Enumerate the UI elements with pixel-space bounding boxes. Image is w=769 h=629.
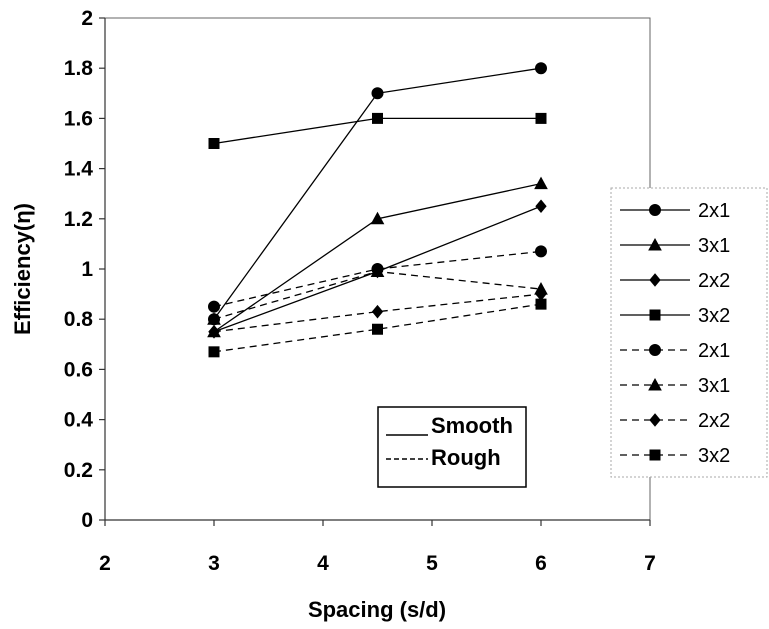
legend-marker xyxy=(649,273,661,287)
data-point-marker xyxy=(535,112,547,124)
series-rough-2x2 xyxy=(208,287,547,339)
y-tick-label: 1.8 xyxy=(64,57,94,80)
y-tick-label: 0.8 xyxy=(64,308,94,331)
surface-type-label: Rough xyxy=(431,445,501,470)
y-tick-label: 0 xyxy=(81,509,93,532)
legend-entry-label: 2x2 xyxy=(698,270,730,292)
y-tick-label: 1.2 xyxy=(64,208,93,231)
series-line xyxy=(213,293,542,333)
legend-marker xyxy=(648,237,662,251)
legend-marker xyxy=(649,204,661,216)
series-smooth-3x2 xyxy=(208,112,547,149)
data-point-marker xyxy=(372,112,383,124)
legend-marker xyxy=(649,309,661,321)
data-point-marker xyxy=(535,62,547,75)
legend-entry-label: 2x1 xyxy=(698,340,730,362)
y-tick-label: 0.2 xyxy=(64,459,93,482)
series-layer xyxy=(207,62,548,358)
x-tick-label: 5 xyxy=(426,552,438,575)
legend-marker xyxy=(649,344,661,356)
data-point-marker xyxy=(208,324,220,339)
y-tick-label: 1 xyxy=(81,258,93,281)
data-point-marker xyxy=(534,176,548,190)
legend-marker xyxy=(649,449,661,461)
x-tick-label: 6 xyxy=(535,552,547,575)
surface-type-legend: Smooth Rough xyxy=(377,406,527,488)
data-point-marker xyxy=(208,346,220,358)
surface-type-label: Smooth xyxy=(431,413,513,438)
x-axis-title: Spacing (s/d) xyxy=(308,597,446,622)
series-legend-box xyxy=(610,187,768,478)
legend-marker xyxy=(649,413,661,427)
y-tick-label: 0.4 xyxy=(64,409,94,432)
x-tick-label: 7 xyxy=(644,552,656,575)
x-tick-label: 4 xyxy=(317,552,329,575)
data-point-marker xyxy=(535,245,547,258)
legend-entry-label: 3x2 xyxy=(698,445,730,467)
y-tick-label: 2 xyxy=(81,7,93,30)
legend-entry-label: 2x1 xyxy=(698,200,730,222)
series-legend: 2x1 3x1 2x2 3x2 2x1 3x1 2x2 3x2 xyxy=(610,187,768,478)
legend-entry-label: 3x1 xyxy=(698,375,730,397)
data-point-marker xyxy=(208,300,220,313)
y-tick-label: 1.6 xyxy=(64,107,93,130)
legend-entry-label: 3x2 xyxy=(698,305,730,327)
y-tick-label: 0.6 xyxy=(64,358,93,381)
data-point-marker xyxy=(535,298,547,310)
y-axis-ticks: 0 0.2 0.4 0.6 0.8 1 1.2 1.4 1.6 1.8 2 xyxy=(64,7,105,532)
y-axis-title: Efficiency(η) xyxy=(10,203,35,335)
data-point-marker xyxy=(370,211,385,225)
series-rough-3x2 xyxy=(208,298,547,358)
data-point-marker xyxy=(208,138,220,149)
data-point-marker xyxy=(371,87,384,100)
data-point-marker xyxy=(372,323,383,335)
data-point-marker xyxy=(535,199,547,214)
x-tick-label: 3 xyxy=(208,552,220,575)
legend-marker xyxy=(648,377,662,391)
data-point-marker xyxy=(207,312,221,325)
x-tick-label: 2 xyxy=(99,552,111,575)
surface-type-legend-box xyxy=(377,406,527,488)
legend-entry-label: 2x2 xyxy=(698,410,730,432)
series-line xyxy=(213,250,542,308)
data-point-marker xyxy=(370,264,385,278)
legend-entry-label: 3x1 xyxy=(698,235,730,257)
y-tick-label: 1.4 xyxy=(64,158,94,181)
data-point-marker xyxy=(371,304,384,319)
x-axis-ticks: 2 3 4 5 6 7 xyxy=(99,520,656,575)
